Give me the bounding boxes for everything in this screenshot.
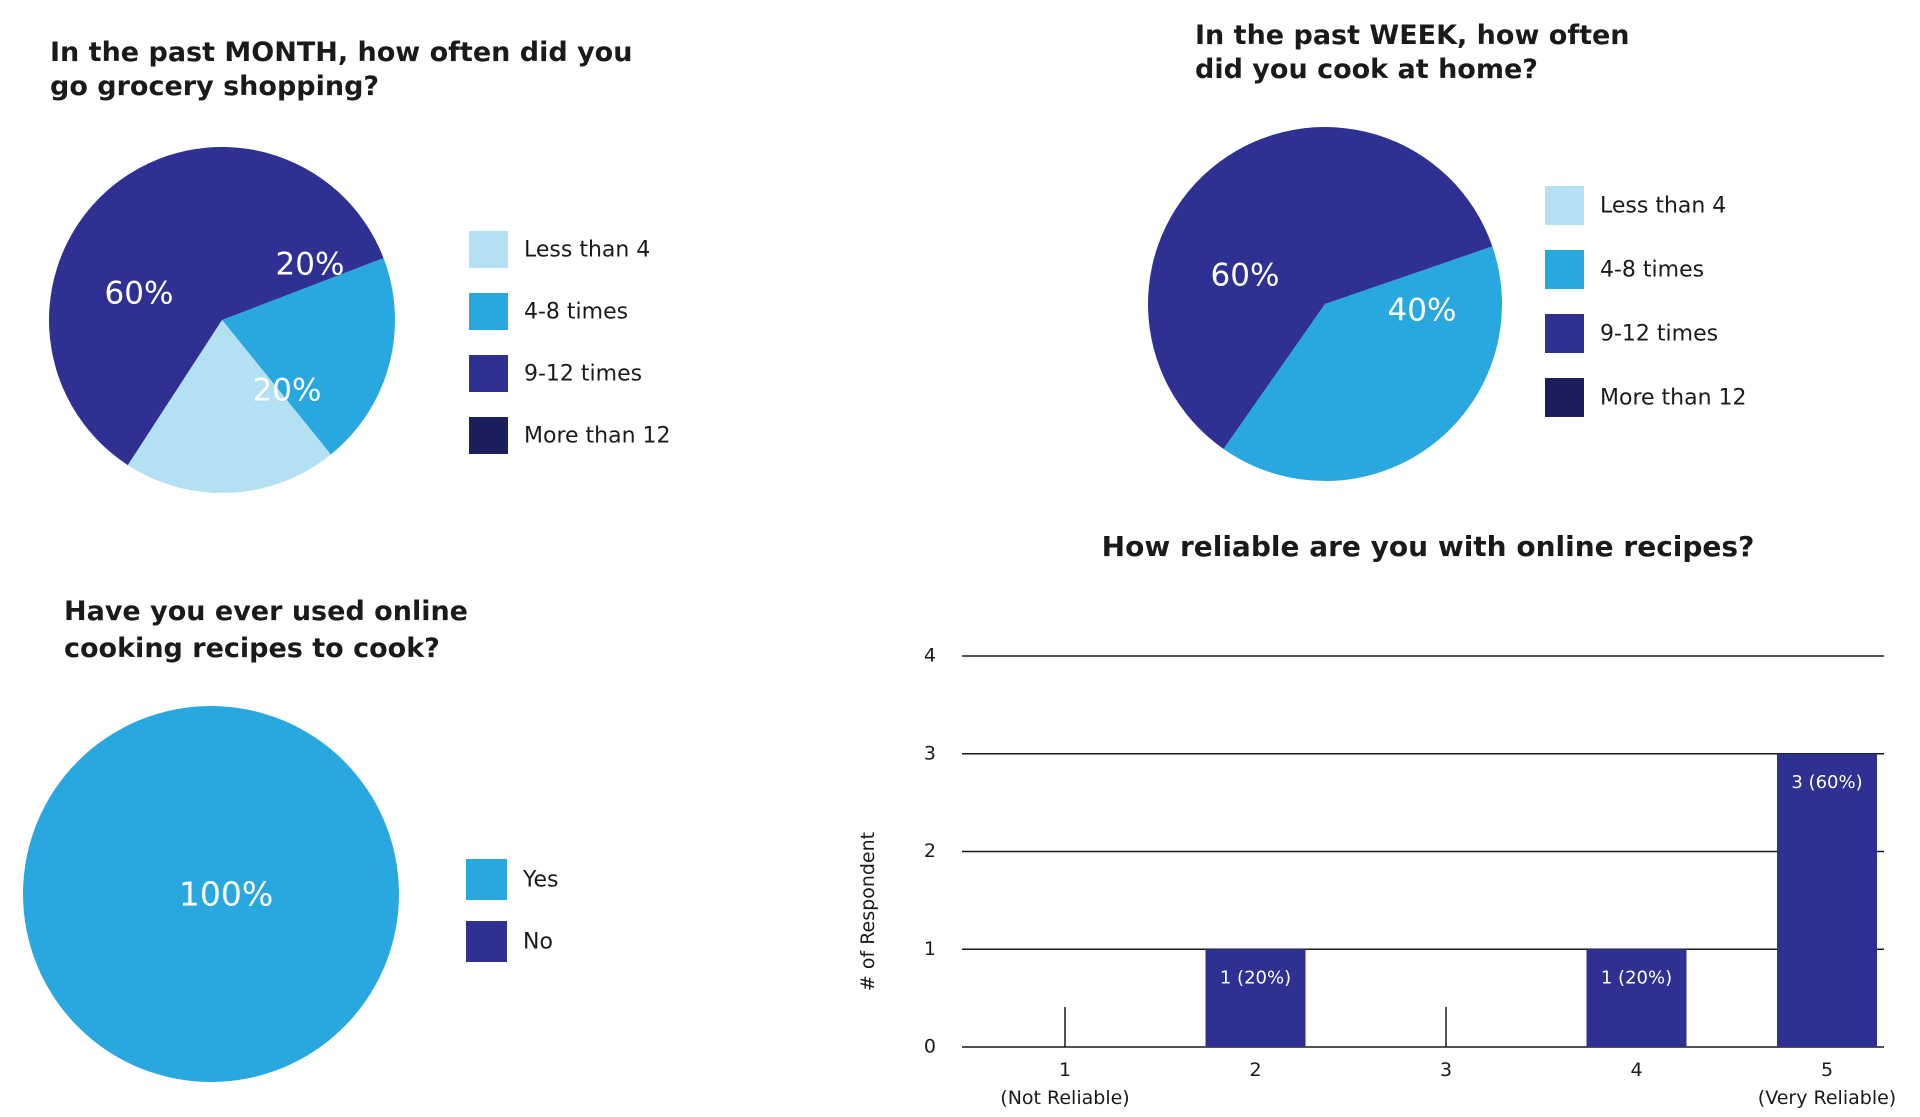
bar-5 xyxy=(1777,753,1877,1047)
legend-swatch-9-12-times xyxy=(1545,314,1584,353)
legend-label: More than 12 xyxy=(1600,386,1747,411)
chart-reliability: How reliable are you with online recipes… xyxy=(857,530,1896,1109)
legend-swatch-4-8-times xyxy=(469,293,508,330)
pie-slice-4-8-times xyxy=(222,258,396,455)
legend-swatch-yes xyxy=(466,859,507,900)
y-tick-label: 3 xyxy=(924,742,936,764)
pie-slice-9-12-times xyxy=(1148,127,1493,449)
legend-swatch-4-8-times xyxy=(1545,250,1584,289)
chart-title-line: cooking recipes to cook? xyxy=(64,633,440,664)
bar-data-label: 1 (20%) xyxy=(1601,967,1672,988)
pie-slice-less-than-4 xyxy=(127,320,331,493)
legend-label: 4-8 times xyxy=(1600,258,1704,283)
pie-slice-9-12-times xyxy=(49,146,384,466)
x-tick-sublabel: (Very Reliable) xyxy=(1758,1087,1896,1109)
pie-slice-label: 20% xyxy=(276,247,345,283)
pie-slice-label: 60% xyxy=(1211,258,1280,294)
legend-label: Yes xyxy=(522,868,559,893)
x-tick-label: 4 xyxy=(1630,1059,1642,1081)
legend-swatch-more-than-12 xyxy=(1545,378,1584,417)
y-tick-label: 2 xyxy=(924,840,936,862)
legend-label: 4-8 times xyxy=(524,300,628,325)
pie-slice-label: 60% xyxy=(105,276,174,312)
y-axis-label: # of Respondent xyxy=(857,832,879,991)
chart-title-line: did you cook at home? xyxy=(1195,54,1538,85)
bar-data-label: 1 (20%) xyxy=(1220,967,1291,988)
legend-swatch-less-than-4 xyxy=(469,231,508,268)
y-tick-label: 4 xyxy=(924,645,936,667)
bar-2 xyxy=(1205,949,1306,1047)
x-tick-label: 1 xyxy=(1059,1059,1071,1081)
x-tick-label: 5 xyxy=(1821,1059,1833,1081)
pie-slice-yes xyxy=(23,706,399,1082)
legend-label: Less than 4 xyxy=(524,238,650,263)
pie-slice-label: 100% xyxy=(179,875,273,914)
x-tick-label: 2 xyxy=(1249,1059,1261,1081)
legend-label: Less than 4 xyxy=(1600,194,1726,219)
y-tick-label: 0 xyxy=(924,1036,936,1058)
legend-swatch-9-12-times xyxy=(469,355,508,392)
chart-title-line: In the past MONTH, how often did you xyxy=(50,37,632,68)
legend-label: More than 12 xyxy=(524,424,671,449)
legend-label: No xyxy=(523,930,553,955)
chart-title-line: In the past WEEK, how often xyxy=(1195,20,1630,51)
pie-slice-label: 20% xyxy=(253,373,322,409)
legend-swatch-more-than-12 xyxy=(469,417,508,454)
legend-swatch-no xyxy=(466,921,507,962)
y-tick-label: 1 xyxy=(924,938,936,960)
bar-data-label: 3 (60%) xyxy=(1791,772,1862,793)
bar-4 xyxy=(1586,949,1687,1047)
chart-title-line: go grocery shopping? xyxy=(50,71,379,102)
x-tick-sublabel: (Not Reliable) xyxy=(1000,1087,1129,1109)
chart-online-recipes: Have you ever used online cooking recipes… xyxy=(23,596,559,1082)
x-tick-label: 3 xyxy=(1440,1059,1452,1081)
chart-title: How reliable are you with online recipes… xyxy=(1102,530,1755,563)
legend-swatch-less-than-4 xyxy=(1545,186,1584,225)
pie-slice-4-8-times xyxy=(1223,246,1503,482)
legend-label: 9-12 times xyxy=(524,362,642,387)
chart-title-line: Have you ever used online xyxy=(64,596,468,627)
legend-label: 9-12 times xyxy=(1600,322,1718,347)
pie-slice-label: 40% xyxy=(1388,293,1457,329)
